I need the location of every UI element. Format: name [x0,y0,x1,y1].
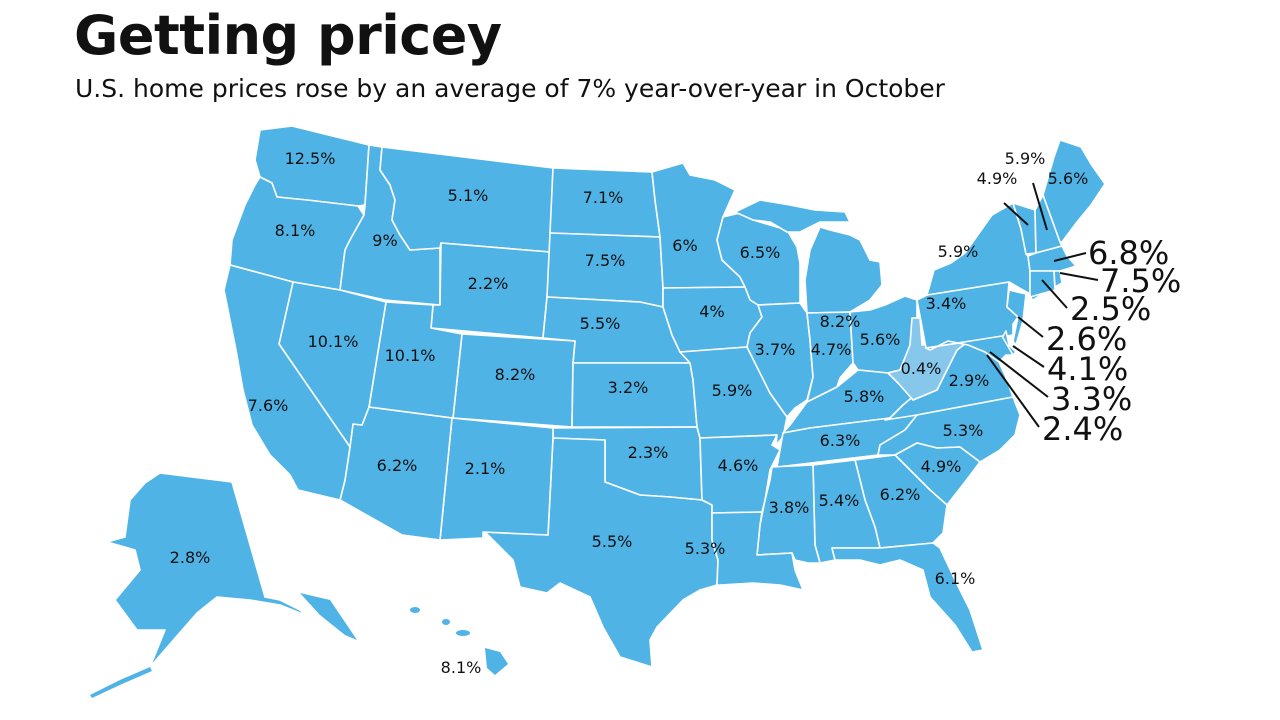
page-subtitle: U.S. home prices rose by an average of 7… [75,74,945,103]
label-ri: 7.5% [1100,262,1181,300]
state-alaska[interactable] [106,472,306,668]
leader-line-nh [1032,182,1048,231]
label-tn: 6.3% [820,431,861,450]
label-nv: 10.1% [308,332,359,351]
label-ut: 10.1% [385,346,436,365]
state-maryland[interactable] [925,335,1014,363]
state-hawaii-kauai [410,607,420,613]
label-nj: 2.6% [1046,320,1127,358]
state-arkansas[interactable] [699,434,781,514]
state-new-mexico[interactable] [439,417,554,541]
label-ok: 2.3% [628,443,669,462]
state-hawaii-oahu [442,619,450,625]
label-fl: 6.1% [935,569,976,588]
label-mn: 6% [672,236,697,255]
label-sd: 7.5% [585,251,626,270]
leader-line-vt [1003,202,1029,226]
label-ak: 2.8% [170,548,211,567]
leader-line-ma [1053,252,1087,262]
state-alaska-panhandle-islands [300,593,357,640]
state-maine[interactable] [1042,139,1106,243]
state-connecticut[interactable] [1029,270,1056,298]
state-new-jersey[interactable] [1006,289,1027,346]
label-wa: 12.5% [285,149,336,168]
label-nc: 5.3% [943,421,984,440]
label-vt: 4.9% [977,169,1018,188]
label-nh: 5.9% [1005,149,1046,168]
state-hawaii-maui [456,630,470,636]
label-nm: 2.1% [465,459,506,478]
label-id: 9% [372,231,397,250]
label-ms: 3.8% [769,498,810,517]
label-ar: 4.6% [718,456,759,475]
label-tx: 5.5% [592,532,633,551]
label-oh: 5.6% [860,330,901,349]
label-mi: 8.2% [820,312,861,331]
label-in: 4.7% [811,340,852,359]
leader-line-dc [986,354,1040,428]
label-pa: 3.4% [926,294,967,313]
label-ia: 4% [699,302,724,321]
label-sc: 4.9% [921,457,962,476]
label-ga: 6.2% [880,485,921,504]
label-hi: 8.1% [441,658,482,677]
label-nd: 7.1% [583,188,624,207]
label-ne: 5.5% [580,314,621,333]
label-de: 4.1% [1047,350,1128,388]
label-va: 2.9% [949,371,990,390]
label-or: 8.1% [275,221,316,240]
state-south-dakota[interactable] [546,232,664,308]
state-louisiana[interactable] [711,511,804,591]
label-ma: 6.8% [1088,234,1169,272]
leader-line-nj [1017,316,1044,338]
leader-line-ct [1041,279,1068,309]
label-ky: 5.8% [844,387,885,406]
leader-line-md [989,351,1049,398]
label-mo: 5.9% [712,381,753,400]
label-la: 5.3% [685,539,726,558]
state-michigan[interactable] [804,226,883,314]
label-il: 3.7% [755,340,796,359]
label-me: 5.6% [1048,169,1089,188]
label-mt: 5.1% [448,186,489,205]
label-ca: 7.6% [248,396,289,415]
label-dc: 2.4% [1042,410,1123,448]
label-md: 3.3% [1051,380,1132,418]
leader-line-ri [1059,272,1099,281]
label-az: 6.2% [377,456,418,475]
state-alaska-aleutians [90,667,152,698]
label-al: 5.4% [819,491,860,510]
label-ny: 5.9% [938,242,979,261]
state-texas[interactable] [484,437,719,668]
state-california[interactable] [223,264,351,501]
label-ct: 2.5% [1070,290,1151,328]
label-wy: 2.2% [468,274,509,293]
state-hawaii[interactable] [485,648,508,675]
leader-lines [986,182,1099,428]
leader-line-de [1012,345,1045,368]
state-michigan-upper-peninsula[interactable] [734,199,851,233]
label-ks: 3.2% [608,378,649,397]
label-co: 8.2% [495,365,536,384]
page-title: Getting pricey [74,4,502,67]
state-florida[interactable] [831,542,984,653]
state-rhode-island[interactable] [1053,270,1063,288]
label-wv: 0.4% [901,359,942,378]
label-wi: 6.5% [740,243,781,262]
